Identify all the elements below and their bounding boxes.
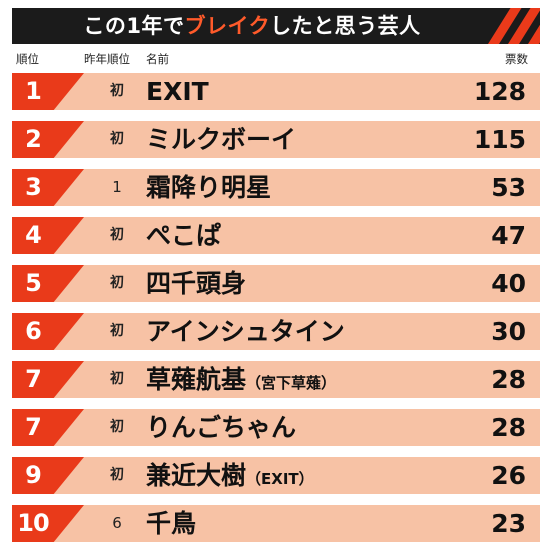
- vote-count: 115: [473, 125, 526, 154]
- previous-rank: 初: [110, 275, 124, 291]
- comedian-name-text: EXIT: [146, 77, 209, 106]
- rank-number: 9: [25, 461, 42, 489]
- vote-count: 23: [491, 509, 526, 538]
- comedian-name-text: ぺこぱ: [146, 221, 222, 250]
- table-row: 4 初 ぺこぱ 47: [12, 217, 540, 254]
- rank-number: 7: [25, 413, 42, 441]
- table-row: 2 初 ミルクボーイ 115: [12, 121, 540, 158]
- column-header-votes: 票数: [505, 52, 528, 66]
- comedian-name-text: アインシュタイン: [146, 317, 345, 346]
- rank-number: 10: [17, 509, 49, 537]
- table-row: 7 初 草薙航基（宮下草薙） 28: [12, 361, 540, 398]
- vote-count: 53: [491, 173, 526, 202]
- table-row: 9 初 兼近大樹（EXIT） 26: [12, 457, 540, 494]
- rank-number: 4: [25, 221, 42, 249]
- comedian-name: アインシュタイン: [146, 313, 345, 350]
- comedian-name-text: 四千頭身: [146, 269, 247, 298]
- rank-number: 6: [25, 317, 42, 345]
- title-highlight: ブレイク: [184, 14, 271, 38]
- rank-number: 7: [25, 365, 42, 393]
- comedian-name: ミルクボーイ: [146, 121, 296, 158]
- previous-rank: 初: [110, 467, 124, 483]
- comedian-name-text: 兼近大樹: [146, 461, 247, 490]
- comedian-name: 兼近大樹（EXIT）: [146, 457, 314, 494]
- previous-rank: 初: [110, 83, 124, 99]
- comedian-name: 四千頭身: [146, 265, 246, 302]
- table-row: 6 初 アインシュタイン 30: [12, 313, 540, 350]
- vote-count: 40: [491, 269, 526, 298]
- comedian-name: りんごちゃん: [146, 409, 296, 446]
- vote-count: 47: [491, 221, 526, 250]
- comedian-group-note: （宮下草薙）: [246, 374, 337, 392]
- vote-count: 26: [491, 461, 526, 490]
- vote-count: 128: [473, 77, 526, 106]
- column-header-name: 名前: [146, 52, 169, 66]
- previous-rank: 初: [110, 371, 124, 387]
- title-banner: この1年でブレイクしたと思う芸人: [12, 8, 540, 44]
- comedian-name-text: ミルクボーイ: [146, 125, 297, 154]
- column-header-rank: 順位: [16, 52, 39, 66]
- comedian-name: 千鳥: [146, 505, 196, 542]
- previous-rank: 1: [112, 178, 122, 196]
- table-row: 1 初 EXIT 128: [12, 73, 540, 110]
- previous-rank: 6: [112, 514, 122, 532]
- comedian-name-text: りんごちゃん: [146, 413, 297, 442]
- vote-count: 28: [491, 413, 526, 442]
- table-row: 5 初 四千頭身 40: [12, 265, 540, 302]
- rank-number: 2: [25, 125, 42, 153]
- vote-count: 30: [491, 317, 526, 346]
- comedian-name: EXIT: [146, 73, 209, 110]
- table-row: 3 1 霜降り明星 53: [12, 169, 540, 206]
- comedian-name: 草薙航基（宮下草薙）: [146, 361, 336, 398]
- previous-rank: 初: [110, 131, 124, 147]
- comedian-name-text: 霜降り明星: [146, 173, 272, 202]
- table-row: 10 6 千鳥 23: [12, 505, 540, 542]
- previous-rank: 初: [110, 227, 124, 243]
- rank-number: 3: [25, 173, 42, 201]
- comedian-name: ぺこぱ: [146, 217, 221, 254]
- comedian-group-note: （EXIT）: [246, 470, 314, 488]
- rank-number: 1: [25, 77, 42, 105]
- title-part-before: この1年で: [83, 14, 185, 38]
- table-row: 7 初 りんごちゃん 28: [12, 409, 540, 446]
- previous-rank: 初: [110, 419, 124, 435]
- chart-title: この1年でブレイクしたと思う芸人: [12, 8, 492, 44]
- comedian-name: 霜降り明星: [146, 169, 271, 206]
- comedian-name-text: 草薙航基: [146, 365, 247, 394]
- comedian-name-text: 千鳥: [146, 509, 197, 538]
- column-header-previous-rank: 昨年順位: [84, 52, 130, 66]
- vote-count: 28: [491, 365, 526, 394]
- rank-number: 5: [25, 269, 42, 297]
- previous-rank: 初: [110, 323, 124, 339]
- title-part-after: したと思う芸人: [270, 14, 421, 38]
